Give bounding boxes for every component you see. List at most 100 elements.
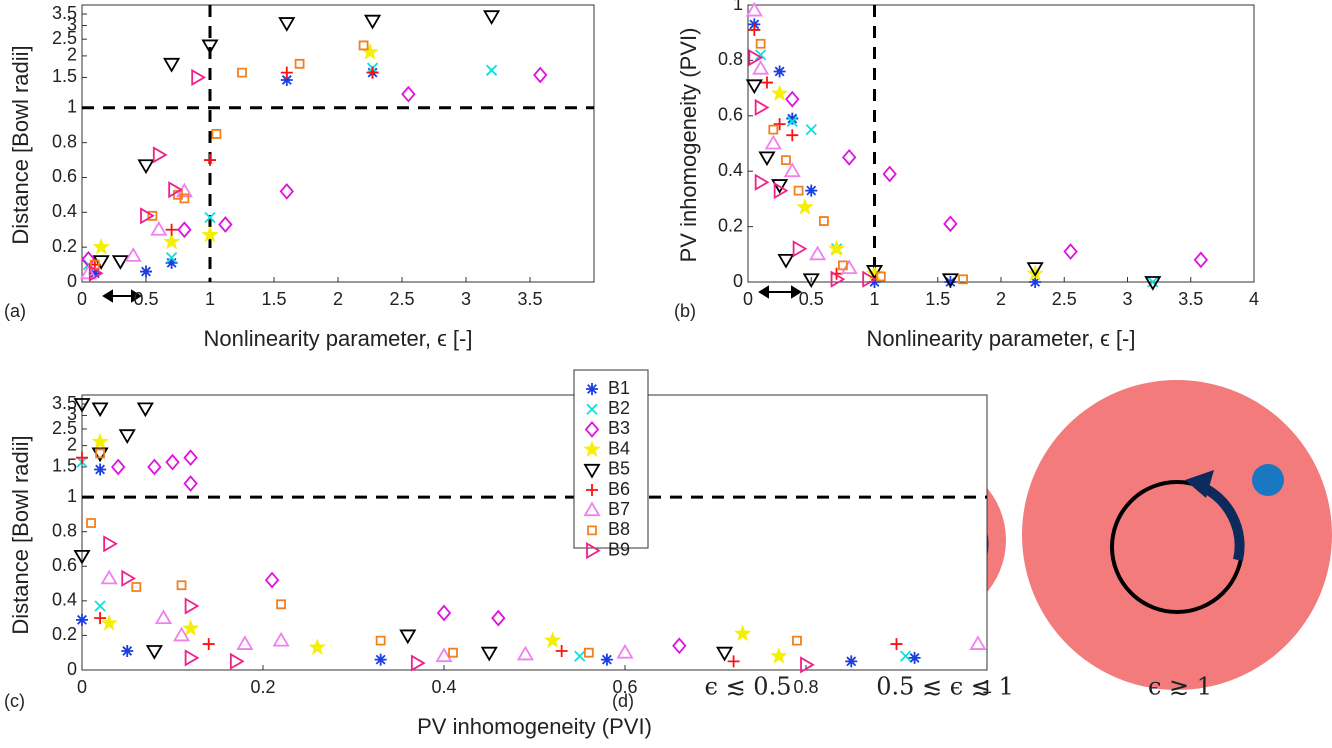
- data-point: [882, 165, 897, 183]
- regime-label: 0.5 ≲ ϵ ≲ 1: [876, 673, 1014, 701]
- x-tick-label: 0: [77, 289, 87, 309]
- x-tick-label: 1.5: [261, 289, 286, 309]
- data-point: [121, 569, 137, 587]
- data-point: [516, 645, 535, 661]
- regime-label: ϵ ≳ 1: [1148, 673, 1212, 701]
- x-axis-label: PV inhomogeneity (PVI): [417, 714, 652, 739]
- plot-area: [81, 394, 988, 671]
- arrow-head: [102, 289, 142, 303]
- data-point: [140, 265, 152, 278]
- legend-label: B7: [608, 499, 630, 519]
- x-axis-label: Nonlinearity parameter, ϵ [-]: [204, 326, 473, 351]
- y-tick-label: 0.8: [718, 49, 743, 69]
- data-point: [165, 453, 180, 471]
- rotation-arrow: [1197, 481, 1245, 562]
- y-axis-label: PV inhomogeneity (PVI): [676, 28, 701, 263]
- data-point: [768, 124, 779, 135]
- data-point: [436, 604, 452, 622]
- data-point: [179, 193, 190, 204]
- data-point: [401, 85, 416, 103]
- data-point: [773, 65, 786, 78]
- y-tick-label: 0.8: [52, 520, 77, 540]
- data-point: [715, 646, 734, 662]
- data-point: [760, 76, 773, 89]
- data-point: [802, 273, 820, 289]
- data-point: [184, 597, 200, 615]
- data-point: [363, 14, 382, 30]
- data-point: [773, 118, 786, 131]
- data-point: [805, 184, 818, 197]
- data-point: [748, 49, 764, 67]
- data-point: [777, 253, 795, 269]
- data-point: [204, 154, 216, 167]
- data-point: [783, 162, 801, 178]
- legend-marker: [586, 383, 598, 395]
- data-point: [748, 23, 761, 36]
- data-point: [86, 518, 96, 528]
- data-point: [375, 635, 386, 646]
- data-point: [483, 10, 501, 25]
- y-tick-label: 0.2: [52, 236, 77, 256]
- data-point: [771, 179, 789, 194]
- data-point: [88, 267, 101, 280]
- y-axis-label: Distance [Bowl radii]: [8, 435, 33, 634]
- data-point: [845, 655, 858, 668]
- data-point: [786, 129, 799, 142]
- data-point: [792, 240, 808, 258]
- data-point: [410, 654, 426, 672]
- x-tick-label: 3.5: [517, 289, 542, 309]
- data-point: [229, 652, 245, 670]
- data-point: [969, 635, 987, 650]
- data-point: [94, 600, 106, 612]
- data-point: [131, 582, 142, 592]
- data-point: [366, 66, 379, 79]
- data-point: [672, 637, 687, 655]
- data-point: [279, 183, 294, 200]
- arrow-head: [758, 285, 802, 299]
- data-point: [1026, 262, 1044, 277]
- y-tick-label: 0: [67, 659, 77, 679]
- data-point: [899, 650, 912, 662]
- data-point: [94, 612, 107, 625]
- data-point: [943, 215, 958, 233]
- y-tick-label: 2: [67, 45, 77, 65]
- x-tick-label: 3.5: [1178, 289, 1203, 309]
- legend-marker: [584, 421, 600, 438]
- data-point: [786, 115, 798, 127]
- data-point: [830, 270, 846, 288]
- data-point: [616, 643, 634, 659]
- data-point: [201, 225, 219, 243]
- y-tick-label: 1: [67, 486, 77, 506]
- data-point: [165, 251, 178, 264]
- data-point: [76, 451, 88, 464]
- data-point: [202, 638, 215, 651]
- data-point: [809, 245, 827, 261]
- data-point: [773, 182, 789, 200]
- y-tick-label: 1.5: [52, 66, 77, 86]
- data-point: [236, 635, 254, 650]
- y-tick-label: 0.6: [718, 105, 743, 125]
- data-point: [1147, 276, 1159, 288]
- data-point: [890, 638, 903, 651]
- data-point: [118, 429, 136, 444]
- data-point: [168, 181, 183, 199]
- data-point: [264, 571, 280, 589]
- y-tick-label: 0: [733, 271, 743, 291]
- x-tick-label: 2: [996, 289, 1006, 309]
- data-point: [786, 112, 799, 125]
- legend-marker: [583, 440, 601, 458]
- data-point: [941, 273, 959, 289]
- y-tick-label: 2.5: [52, 418, 77, 438]
- data-point: [1144, 276, 1162, 291]
- data-point: [237, 67, 247, 78]
- x-tick-label: 0.5: [799, 289, 824, 309]
- panel-label: (a): [4, 301, 26, 321]
- x-tick-label: 0.8: [793, 677, 818, 697]
- data-point: [574, 650, 586, 662]
- y-tick-label: 0.4: [718, 160, 743, 180]
- data-point: [204, 211, 216, 224]
- data-point: [276, 599, 286, 610]
- data-point: [600, 653, 613, 666]
- data-point: [875, 271, 886, 282]
- x-tick-label: 1.5: [925, 289, 950, 309]
